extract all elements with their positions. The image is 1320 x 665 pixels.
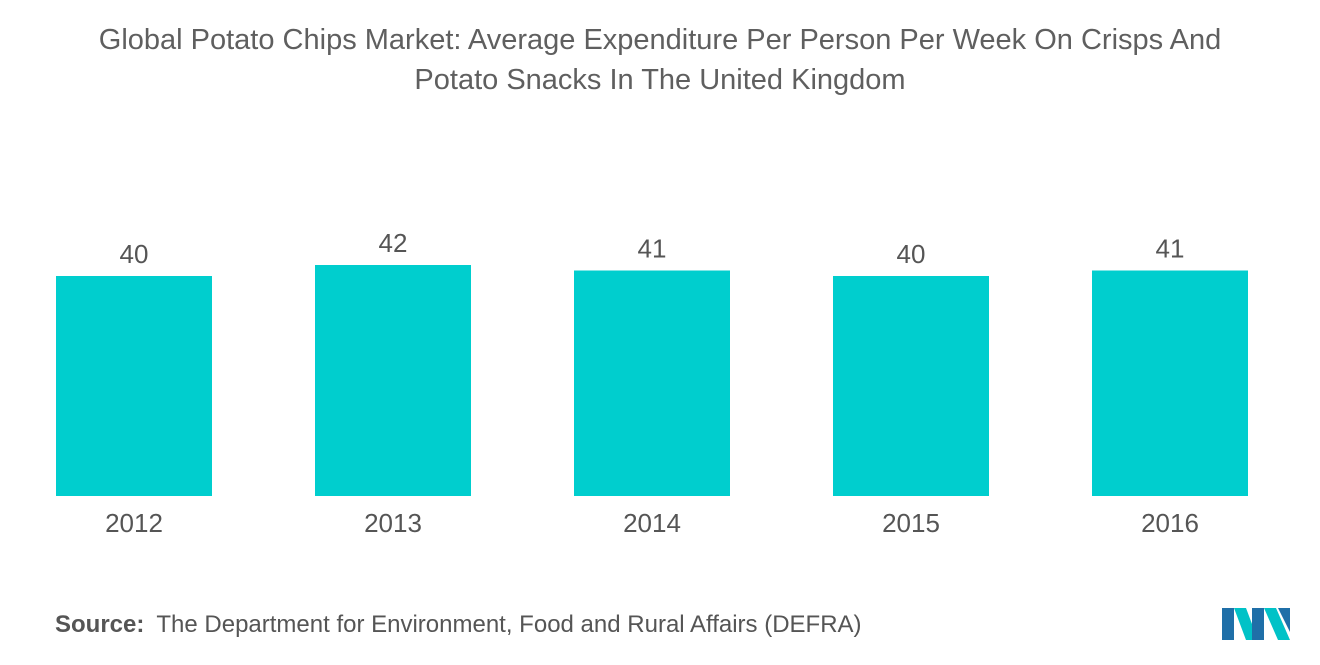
bar-2013 [315, 265, 471, 496]
mordor-intelligence-logo-icon [1222, 608, 1290, 640]
x-tick-label-2012: 2012 [105, 508, 163, 538]
data-label-2015: 40 [897, 239, 926, 269]
data-label-2012: 40 [120, 239, 149, 269]
bar-2012 [56, 276, 212, 496]
chart-title: Global Potato Chips Market: Average Expe… [0, 20, 1320, 100]
source-label: Source: [55, 611, 145, 638]
bar-2016 [1092, 270, 1248, 496]
data-label-2014: 41 [638, 234, 667, 264]
chart-title-line-2: Potato Snacks In The United Kingdom [414, 64, 906, 96]
chart-title-line-1: Global Potato Chips Market: Average Expe… [98, 24, 1222, 56]
x-tick-label-2014: 2014 [623, 508, 681, 538]
source-note: Source: The Department for Environment, F… [55, 611, 862, 639]
x-tick-label-2016: 2016 [1141, 508, 1199, 538]
data-label-2016: 41 [1156, 234, 1185, 264]
source-text: The Department for Environment, Food and… [156, 611, 862, 638]
bar-2014 [574, 270, 730, 496]
x-tick-label-2013: 2013 [364, 508, 422, 538]
data-label-2013: 42 [379, 228, 408, 258]
x-tick-label-2015: 2015 [882, 508, 940, 538]
bar-2015 [833, 276, 989, 496]
